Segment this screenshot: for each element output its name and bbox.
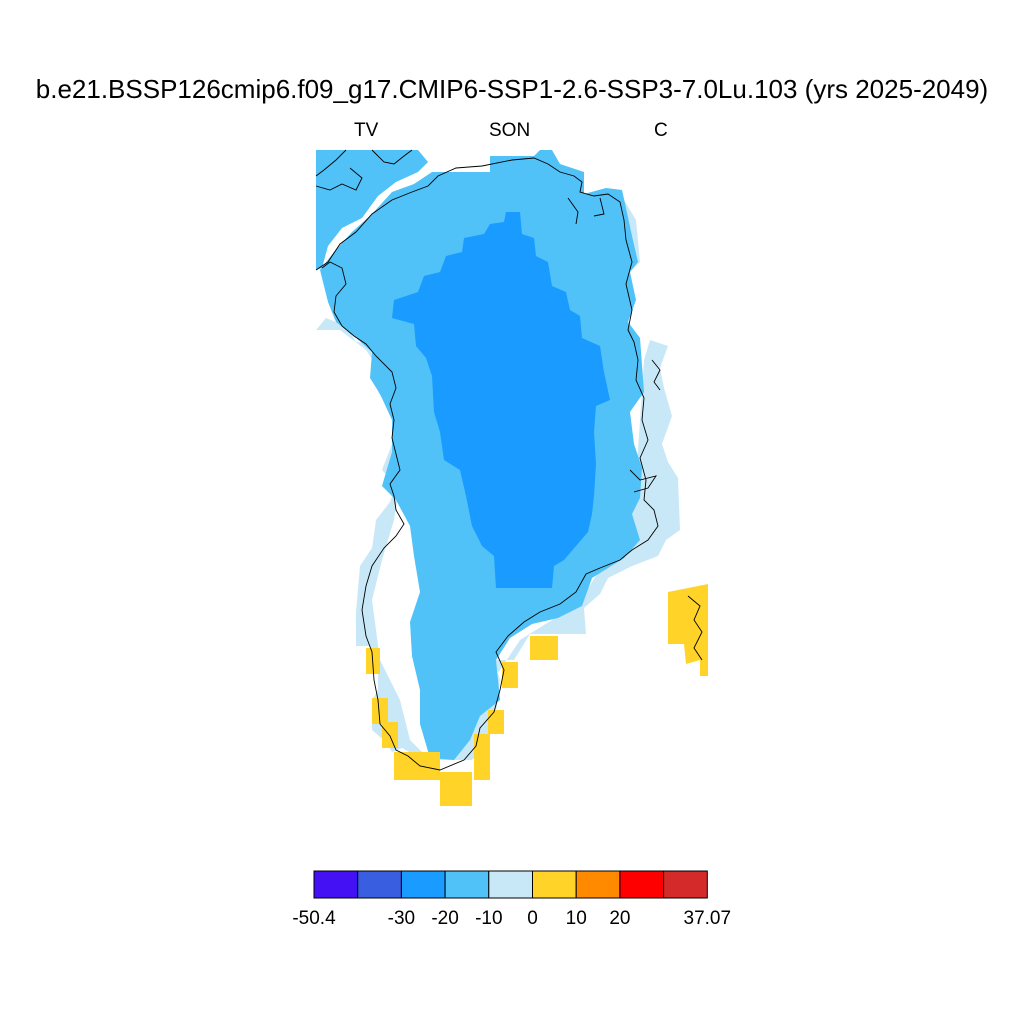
colorbar-label: 0 [527,908,538,929]
colorbar-label: -10 [475,908,502,929]
colorbar-label: 37.07 [684,908,732,929]
colorbar-label: 10 [566,908,587,929]
coastline [315,149,703,771]
colorbar-label: -50.4 [292,908,336,929]
variable-label: TV [354,120,379,141]
plot-title: b.e21.BSSP126cmip6.f09_g17.CMIP6-SSP1-2.… [35,74,989,104]
colorbar-box [619,870,665,899]
colorbar-box [444,870,490,899]
units-label: C [654,120,668,141]
colorbar-label: -30 [388,908,415,929]
colorbar-box [532,870,577,899]
colorbar-box [357,870,402,899]
colorbar-label: -20 [431,908,458,929]
colorbar-box [663,870,708,899]
colorbar-box [488,870,533,899]
season-label: SON [489,120,531,141]
colorbar-box [313,870,359,899]
colorbar-box [575,870,621,899]
colorbar-box [400,870,446,899]
colorbar-label: 20 [609,908,630,929]
map-field-core [392,212,610,588]
